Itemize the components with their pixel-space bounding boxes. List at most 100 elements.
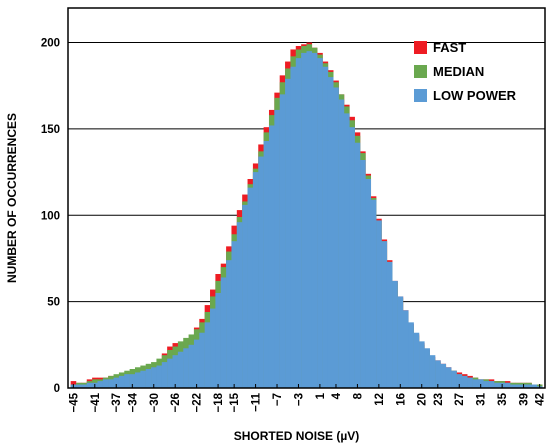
x-tick-label: −45: [68, 392, 80, 412]
histogram-bar: [86, 382, 93, 388]
x-axis-ticks: −45 −41 −37 −34 −30 −26 −22 −18 −15 −11 −7 −3 1 4 8 12 1…: [68, 384, 547, 413]
histogram-bar: [397, 296, 404, 388]
histogram-bar: [483, 381, 489, 388]
histogram-bar: [156, 365, 162, 388]
histogram-bar: [413, 332, 420, 388]
histogram-bar: [445, 367, 452, 388]
histogram-bar: [322, 66, 329, 389]
histogram-bar: [193, 339, 200, 388]
histogram-bar: [220, 277, 227, 388]
histogram-bar: [215, 293, 221, 388]
histogram-bar: [81, 384, 87, 388]
histogram-bar: [440, 363, 447, 388]
histogram-bar: [258, 156, 264, 388]
legend-label: MEDIAN: [433, 64, 484, 79]
x-tick-label: −34: [127, 392, 139, 412]
histogram-bar: [306, 51, 313, 388]
histogram-bar: [204, 322, 211, 388]
histogram-bar: [317, 58, 323, 388]
y-tick-label: 100: [41, 210, 60, 222]
x-tick-label: 16: [395, 393, 407, 406]
histogram-bar: [370, 199, 377, 388]
histogram-bar: [226, 260, 232, 388]
histogram-bar: [151, 367, 157, 388]
histogram-bar: [472, 379, 479, 388]
legend-label: LOW POWER: [433, 88, 517, 103]
legend-swatch: [414, 41, 427, 54]
histogram-bar: [268, 125, 275, 389]
histogram-bar: [252, 172, 259, 388]
histogram-bar: [274, 109, 280, 388]
histogram-bar: [242, 204, 248, 388]
x-tick-label: −18: [213, 392, 225, 412]
x-tick-label: 4: [331, 392, 343, 399]
x-tick-label: −7: [272, 393, 284, 406]
histogram-bar: [408, 322, 414, 388]
histogram-bar: [451, 370, 457, 388]
histogram-bar: [172, 355, 179, 388]
x-tick-label: 39: [519, 393, 531, 406]
histogram-bar: [531, 384, 538, 388]
x-tick-label: −26: [170, 393, 182, 413]
histogram-bar: [263, 141, 270, 388]
histogram-bar: [461, 375, 468, 388]
histogram-bar: [236, 222, 243, 388]
histogram-bar: [429, 355, 436, 388]
x-tick-label: 42: [535, 393, 547, 406]
x-tick-label: 8: [352, 392, 364, 399]
histogram-bar: [129, 374, 136, 388]
histogram-bar: [478, 379, 484, 388]
histogram-bar: [488, 381, 495, 388]
histogram-bar: [376, 220, 382, 388]
x-tick-label: 1: [315, 392, 327, 399]
histogram-bar: [199, 332, 205, 388]
x-axis-title: SHORTED NOISE (µV): [234, 429, 360, 443]
x-tick-label: −41: [90, 392, 102, 412]
x-tick-label: −15: [229, 392, 241, 412]
series-low-power: [70, 51, 543, 389]
histogram-bar: [392, 280, 398, 388]
histogram-bar: [360, 160, 366, 388]
histogram-bar: [456, 374, 463, 388]
histogram-bar: [118, 375, 125, 388]
histogram-bar: [424, 348, 430, 388]
histogram-bar: [510, 384, 516, 388]
histogram-bar: [145, 369, 152, 388]
histogram-bar: [402, 310, 409, 388]
x-tick-label: 12: [374, 393, 386, 406]
histogram-bar: [113, 377, 120, 388]
histogram-bar: [504, 382, 511, 388]
histogram-bar: [140, 370, 146, 388]
histogram-bar: [134, 372, 141, 388]
histogram-bar: [494, 382, 500, 388]
histogram-bar: [167, 358, 173, 388]
histogram-bar: [311, 52, 318, 389]
histogram-bar: [338, 99, 345, 388]
histogram-bar: [365, 179, 372, 388]
histogram-bar: [381, 241, 388, 388]
histogram-bar: [419, 341, 425, 388]
histogram-bar: [526, 384, 532, 388]
x-tick-label: −22: [192, 393, 204, 413]
histogram-bar: [354, 142, 361, 388]
y-tick-label: 200: [41, 38, 60, 50]
histogram-bar: [188, 344, 195, 388]
x-tick-label: 20: [417, 393, 429, 406]
x-tick-label: 31: [476, 392, 488, 405]
legend-label: FAST: [433, 40, 466, 55]
histogram-bar: [247, 187, 254, 388]
histogram-bar: [231, 241, 238, 388]
histogram-bar: [108, 379, 114, 388]
histogram-bar: [290, 66, 296, 389]
chart-legend: FAST MEDIAN LOW POWER: [414, 40, 517, 103]
y-tick-label: 50: [47, 297, 60, 309]
histogram-bar: [279, 94, 286, 388]
histogram-bar: [467, 377, 473, 388]
histogram-bar: [177, 351, 184, 388]
histogram-bar: [183, 348, 189, 388]
histogram-bar: [349, 127, 355, 388]
histogram-bar: [386, 261, 393, 388]
histogram-bar: [295, 58, 302, 388]
y-tick-label: 0: [54, 383, 60, 395]
